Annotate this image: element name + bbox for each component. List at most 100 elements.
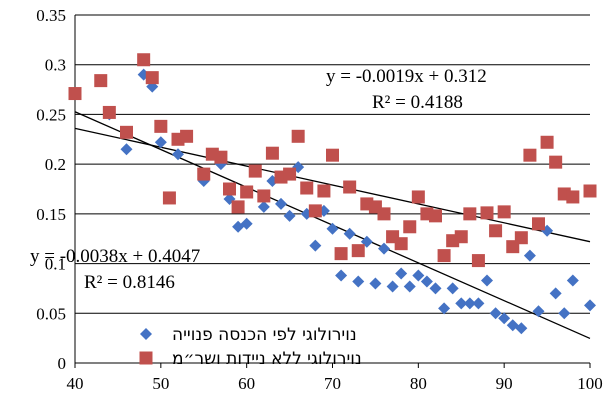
data-point-square — [523, 148, 537, 162]
data-point-diamond — [343, 227, 356, 240]
data-point-square — [583, 184, 597, 198]
data-point-diamond — [240, 217, 253, 230]
data-point-square — [471, 254, 485, 268]
y-tick-label: 0.35 — [36, 6, 66, 25]
data-point-square — [154, 119, 168, 133]
data-point-diamond — [438, 302, 451, 315]
data-point-square — [248, 164, 262, 178]
data-point-diamond — [515, 322, 528, 335]
y-tick-label: 0.05 — [36, 304, 66, 323]
data-point-diamond — [283, 209, 296, 222]
data-point-diamond — [489, 307, 502, 320]
data-point-diamond — [412, 269, 425, 282]
data-point-square — [437, 249, 451, 263]
data-point-square — [394, 237, 408, 251]
data-point-diamond — [455, 297, 468, 310]
data-point-square — [489, 224, 503, 238]
data-point-diamond — [395, 267, 408, 280]
x-tick-label: 60 — [238, 374, 255, 393]
x-tick-label: 100 — [577, 374, 603, 393]
data-point-square — [497, 205, 511, 219]
data-point-diamond — [257, 200, 270, 213]
y-tick-label: 0 — [58, 354, 67, 373]
data-point-diamond — [566, 274, 579, 287]
data-point-diamond — [446, 282, 459, 295]
data-point-square — [102, 105, 116, 119]
data-point-square — [540, 135, 554, 149]
x-tick-label: 90 — [496, 374, 513, 393]
y-tick-label: 0.1 — [45, 255, 66, 274]
data-point-square — [223, 182, 236, 196]
data-point-square — [231, 200, 245, 214]
data-point-square — [291, 129, 305, 143]
data-point-square — [566, 190, 580, 204]
data-point-diamond — [172, 148, 184, 161]
legend-label-2: נוירולוגי ללא ניידות ושר״מ — [172, 349, 362, 369]
data-point-diamond — [463, 297, 476, 310]
data-point-square — [283, 167, 297, 181]
x-tick-labels: 40 50 60 70 80 90 100 — [67, 374, 603, 393]
trendline-equation-1: y = -0.0038x + 0.4047 — [30, 246, 200, 267]
trendline-r2-2: R² = 0.4188 — [372, 92, 463, 113]
y-tick-label: 0.3 — [45, 56, 66, 75]
data-point-diamond — [498, 312, 511, 325]
data-point-square — [429, 209, 442, 223]
data-point-square — [532, 217, 545, 231]
data-point-diamond — [326, 222, 339, 235]
data-point-square — [454, 230, 468, 244]
y-tick-label: 0.15 — [36, 205, 66, 224]
data-point-square — [137, 53, 151, 67]
legend-marker-2 — [139, 351, 153, 365]
gridlines — [75, 14, 590, 314]
data-point-diamond — [472, 297, 485, 310]
data-point-diamond — [335, 269, 348, 282]
x-tick-label: 50 — [152, 374, 169, 393]
data-point-diamond — [420, 275, 433, 288]
y-tick-label: 0.2 — [45, 155, 66, 174]
data-point-square — [403, 220, 417, 234]
trendline-equation-2: y = -0.0019x + 0.312 — [326, 66, 487, 87]
data-point-diamond — [378, 242, 390, 255]
data-point-square — [300, 181, 314, 195]
data-point-square — [317, 184, 331, 198]
data-point-diamond — [523, 249, 536, 262]
data-point-square — [411, 190, 425, 204]
trendline-r2-1: R² = 0.8146 — [84, 272, 175, 293]
data-point-square — [308, 204, 322, 218]
data-point-diamond — [584, 299, 596, 312]
data-point-diamond — [549, 287, 562, 300]
trendline-equations: y = -0.0038x + 0.4047 R² = 0.8146 y = -0.0… — [30, 66, 487, 293]
data-point-diamond — [386, 280, 399, 293]
legend: נוירולוגי לפי הכנסה פנוייה נוירולוגי ללא … — [139, 325, 362, 369]
data-point-square — [265, 146, 279, 160]
x-tick-label: 80 — [410, 374, 427, 393]
data-point-square — [257, 189, 271, 203]
data-point-square — [68, 87, 82, 101]
legend-marker-1 — [140, 328, 152, 340]
data-point-square — [463, 207, 477, 221]
data-point-square — [162, 191, 176, 205]
data-point-diamond — [309, 239, 322, 252]
y-tick-labels: 0 0.05 0.1 0.15 0.2 0.25 0.3 0.35 — [36, 6, 66, 373]
data-point-square — [180, 129, 194, 143]
data-point-square — [94, 74, 108, 88]
data-point-square — [326, 148, 339, 162]
data-point-square — [377, 207, 391, 221]
data-point-diamond — [352, 275, 365, 288]
data-point-diamond — [532, 305, 545, 318]
data-point-diamond — [275, 197, 287, 210]
data-point-square — [197, 167, 211, 181]
data-point-square — [334, 247, 348, 261]
data-point-diamond — [120, 143, 133, 156]
data-point-diamond — [429, 282, 442, 295]
data-point-square — [343, 180, 357, 194]
data-point-square — [145, 71, 159, 85]
x-tick-label: 70 — [324, 374, 341, 393]
data-point-diamond — [558, 307, 571, 320]
data-point-square — [214, 150, 228, 164]
legend-label-1: נוירולוגי לפי הכנסה פנוייה — [172, 325, 357, 345]
data-point-diamond — [403, 280, 416, 293]
data-point-diamond — [154, 136, 167, 149]
data-point-diamond — [481, 274, 493, 287]
